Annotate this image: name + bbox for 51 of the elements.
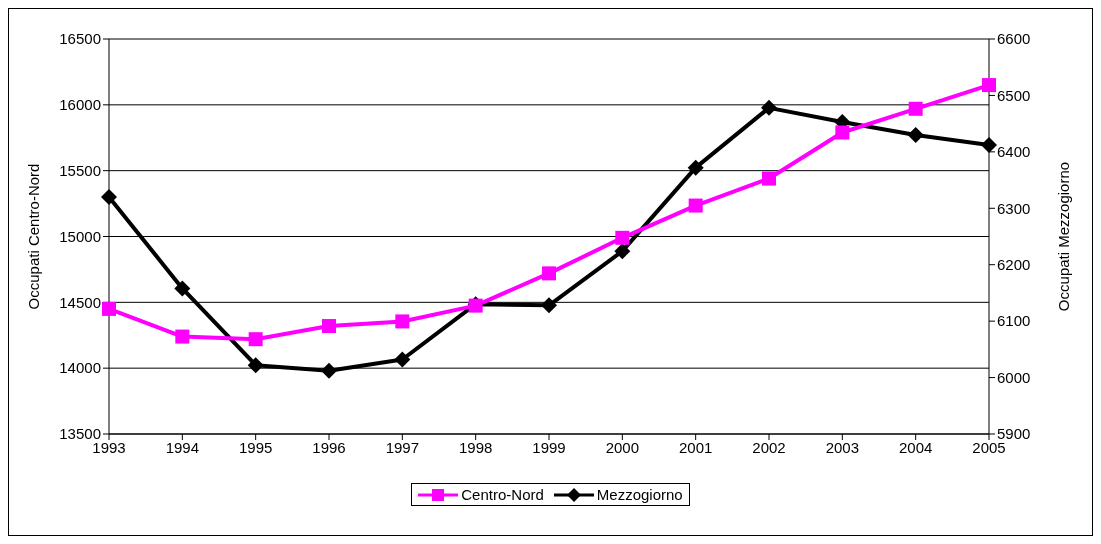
y-tick-label: 16500 bbox=[59, 30, 101, 48]
point bbox=[174, 280, 191, 297]
x-tick-label: 2004 bbox=[898, 438, 933, 456]
y-tick-label: 14000 bbox=[59, 359, 101, 377]
x-tick-label: 1996 bbox=[312, 438, 346, 456]
x-tick-label: 2000 bbox=[605, 438, 640, 456]
point bbox=[322, 319, 336, 334]
y2-tick-label: 6400 bbox=[997, 143, 1031, 161]
point bbox=[321, 362, 337, 379]
point bbox=[248, 332, 263, 347]
point bbox=[835, 125, 850, 140]
point bbox=[907, 126, 924, 143]
legend-label: Mezzogiorno bbox=[596, 486, 683, 503]
y-tick-label: 14500 bbox=[59, 293, 101, 311]
y-axis-title: Occupati Centro-Nord bbox=[25, 163, 43, 310]
point bbox=[395, 314, 410, 329]
point bbox=[981, 137, 997, 154]
point bbox=[247, 357, 264, 374]
point bbox=[175, 329, 190, 344]
point bbox=[542, 266, 556, 281]
x-tick-label: 1998 bbox=[458, 438, 493, 456]
point bbox=[687, 159, 704, 176]
y2-tick-label: 6600 bbox=[997, 30, 1031, 48]
point bbox=[394, 351, 411, 368]
y2-tick-label: 6500 bbox=[997, 86, 1031, 104]
x-tick-label: 2001 bbox=[678, 438, 713, 456]
x-tick-label: 2002 bbox=[752, 438, 786, 456]
y-tick-label: 15500 bbox=[59, 161, 101, 179]
x-tick-label: 1995 bbox=[238, 438, 273, 456]
x-tick-label: 1999 bbox=[532, 438, 566, 456]
point bbox=[688, 198, 703, 213]
x-tick-label: 1994 bbox=[165, 438, 200, 456]
y-tick-label: 16000 bbox=[59, 96, 101, 114]
point bbox=[541, 297, 557, 314]
x-tick-label: 2003 bbox=[825, 438, 860, 456]
y2-tick-label: 6000 bbox=[997, 368, 1031, 386]
x-tick-label: 1997 bbox=[385, 438, 420, 456]
point bbox=[615, 230, 630, 245]
point bbox=[762, 171, 776, 186]
y-tick-label: 15000 bbox=[59, 227, 101, 245]
y2-tick-label: 6300 bbox=[997, 199, 1031, 217]
point bbox=[101, 189, 117, 205]
y2-tick-label: 6100 bbox=[997, 312, 1031, 330]
point bbox=[102, 301, 116, 316]
y2-tick-label: 6200 bbox=[997, 256, 1031, 274]
legend-label: Centro-Nord bbox=[461, 486, 544, 503]
point bbox=[908, 101, 923, 116]
point bbox=[982, 78, 996, 93]
point bbox=[614, 243, 631, 260]
point bbox=[761, 99, 777, 116]
y2-axis-title: Occupati Mezzogiorno bbox=[1055, 161, 1073, 312]
